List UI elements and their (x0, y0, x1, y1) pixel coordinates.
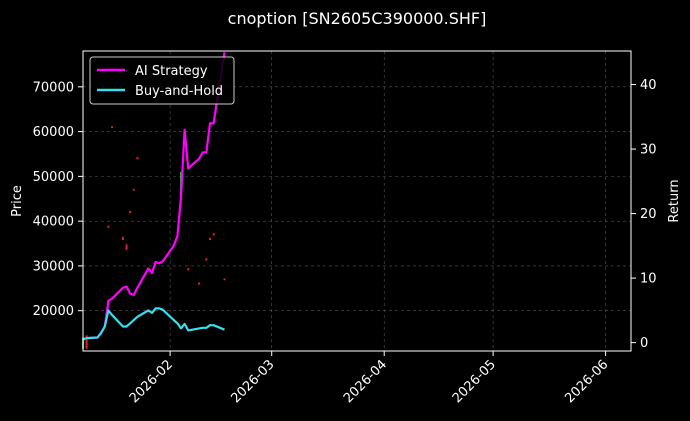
y-left-tick-label: 50000 (33, 170, 74, 185)
candle (125, 244, 128, 250)
legend-label-buy-and-hold: Buy-and-Hold (135, 84, 223, 99)
candle (212, 233, 215, 236)
y-axis-right: 0 10 20 30 40 (631, 78, 657, 351)
candle (107, 225, 110, 228)
candle (85, 335, 88, 349)
y-right-tick-label: 30 (640, 143, 657, 158)
y-left-tick-label: 60000 (33, 125, 74, 140)
candle (187, 268, 190, 271)
legend-label-ai-strategy: AI Strategy (135, 64, 208, 79)
legend-box (89, 56, 235, 105)
chart-title: cnoption [SN2605C390000.SHF] (228, 9, 487, 28)
y-left-tick-label: 30000 (33, 259, 74, 274)
candle (136, 157, 139, 160)
y-left-tick-label: 40000 (33, 215, 74, 230)
plot-frame (82, 50, 632, 352)
series-line-buy-and-hold (82, 307, 225, 341)
candle (223, 278, 226, 281)
candle (111, 126, 114, 129)
y-left-tick-label: 20000 (33, 304, 74, 319)
y-right-tick-label: 0 (640, 336, 648, 351)
y-right-tick-label: 20 (640, 207, 657, 222)
y-axis-left: 20000 30000 40000 50000 60000 70000 (33, 80, 83, 319)
candle (132, 188, 135, 191)
legend: AI Strategy Buy-and-Hold (89, 56, 235, 105)
y-left-tick-label: 70000 (33, 80, 74, 95)
series-lines (82, 52, 226, 341)
candle (209, 237, 212, 240)
y-right-tick-label: 40 (640, 78, 657, 93)
y-right-tick-label: 10 (640, 272, 657, 287)
candle (205, 258, 208, 261)
y-axis-left-label: Price (10, 185, 25, 217)
candle (198, 282, 201, 285)
y-axis-right-label: Return (667, 179, 682, 222)
candle (121, 236, 124, 240)
candle (129, 210, 132, 214)
